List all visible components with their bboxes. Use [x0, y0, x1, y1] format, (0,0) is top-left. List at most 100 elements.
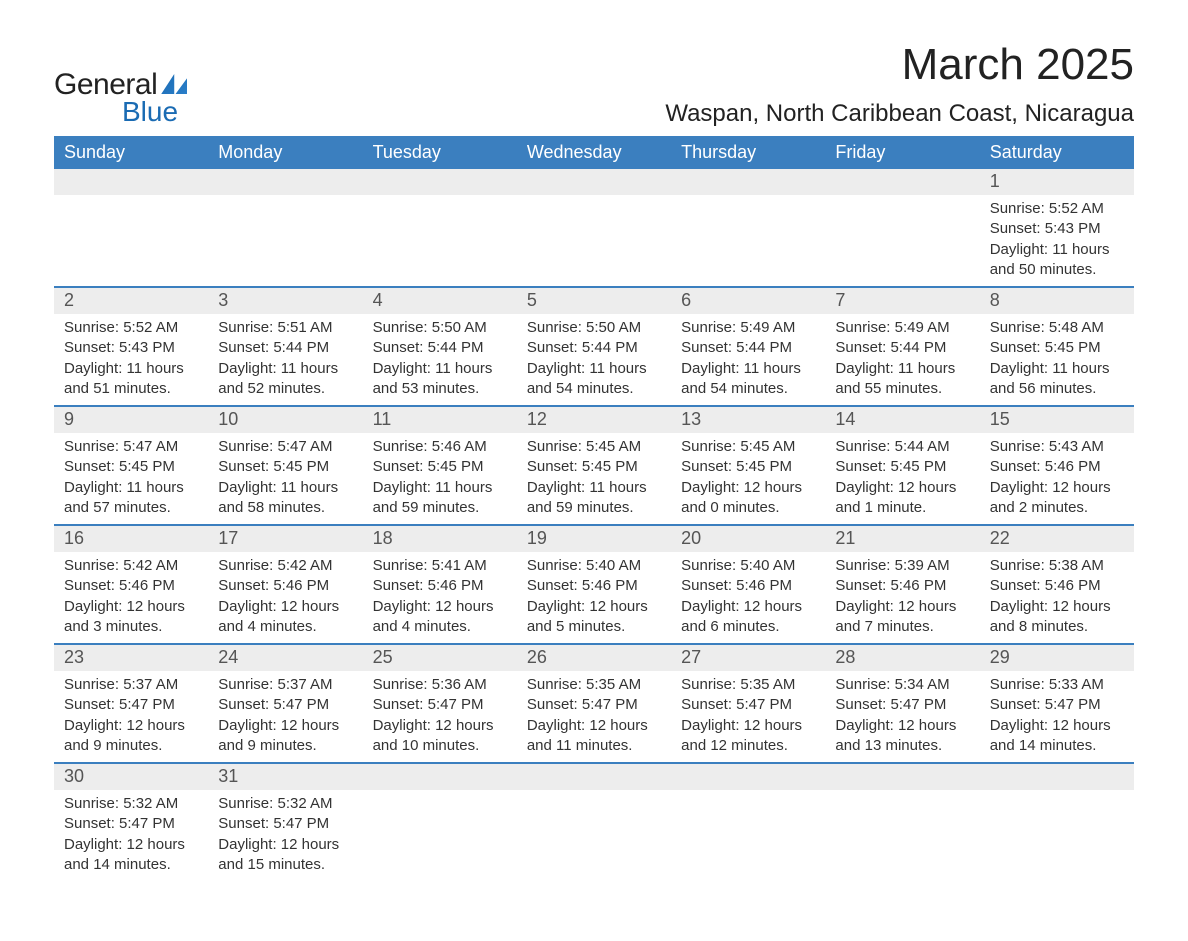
- day-detail-line: Sunrise: 5:35 AM: [681, 675, 815, 695]
- day-detail-line: Sunrise: 5:42 AM: [64, 556, 198, 576]
- day-detail-line: Sunset: 5:45 PM: [64, 457, 198, 477]
- day-number: 31: [208, 764, 362, 790]
- day-detail-line: Sunrise: 5:43 AM: [990, 437, 1124, 457]
- day-number: 1: [980, 169, 1134, 195]
- weekday-header: Wednesday: [517, 136, 671, 169]
- day-number: 9: [54, 407, 208, 433]
- day-cell: 27Sunrise: 5:35 AMSunset: 5:47 PMDayligh…: [671, 645, 825, 762]
- day-number: 8: [980, 288, 1134, 314]
- day-number: [363, 764, 517, 790]
- day-number: [208, 169, 362, 195]
- day-detail-line: Sunset: 5:45 PM: [373, 457, 507, 477]
- day-detail-line: Daylight: 12 hours and 11 minutes.: [527, 716, 661, 757]
- day-number: 7: [825, 288, 979, 314]
- day-details: [517, 195, 671, 205]
- day-cell: 3Sunrise: 5:51 AMSunset: 5:44 PMDaylight…: [208, 288, 362, 405]
- day-details: [363, 790, 517, 800]
- day-cell: 28Sunrise: 5:34 AMSunset: 5:47 PMDayligh…: [825, 645, 979, 762]
- sail-icon: [161, 74, 187, 94]
- day-detail-line: Sunset: 5:47 PM: [835, 695, 969, 715]
- day-details: Sunrise: 5:37 AMSunset: 5:47 PMDaylight:…: [54, 671, 208, 762]
- week-row: 9Sunrise: 5:47 AMSunset: 5:45 PMDaylight…: [54, 405, 1134, 524]
- week-row: 1Sunrise: 5:52 AMSunset: 5:43 PMDaylight…: [54, 169, 1134, 286]
- day-cell: [517, 169, 671, 286]
- day-number: 18: [363, 526, 517, 552]
- day-cell: 20Sunrise: 5:40 AMSunset: 5:46 PMDayligh…: [671, 526, 825, 643]
- day-detail-line: Sunrise: 5:32 AM: [218, 794, 352, 814]
- weekday-header: Sunday: [54, 136, 208, 169]
- day-detail-line: Sunset: 5:47 PM: [527, 695, 661, 715]
- day-details: Sunrise: 5:32 AMSunset: 5:47 PMDaylight:…: [208, 790, 362, 881]
- day-detail-line: Daylight: 12 hours and 9 minutes.: [64, 716, 198, 757]
- day-details: Sunrise: 5:50 AMSunset: 5:44 PMDaylight:…: [363, 314, 517, 405]
- day-detail-line: Daylight: 11 hours and 59 minutes.: [527, 478, 661, 519]
- day-cell: 25Sunrise: 5:36 AMSunset: 5:47 PMDayligh…: [363, 645, 517, 762]
- day-detail-line: Daylight: 12 hours and 13 minutes.: [835, 716, 969, 757]
- day-detail-line: Daylight: 12 hours and 0 minutes.: [681, 478, 815, 519]
- day-details: Sunrise: 5:35 AMSunset: 5:47 PMDaylight:…: [517, 671, 671, 762]
- day-details: Sunrise: 5:45 AMSunset: 5:45 PMDaylight:…: [671, 433, 825, 524]
- day-details: Sunrise: 5:49 AMSunset: 5:44 PMDaylight:…: [825, 314, 979, 405]
- day-details: Sunrise: 5:47 AMSunset: 5:45 PMDaylight:…: [208, 433, 362, 524]
- day-detail-line: Sunrise: 5:37 AM: [218, 675, 352, 695]
- day-number: 12: [517, 407, 671, 433]
- day-detail-line: Sunrise: 5:47 AM: [218, 437, 352, 457]
- day-cell: [980, 764, 1134, 881]
- day-detail-line: Sunset: 5:45 PM: [681, 457, 815, 477]
- day-detail-line: Daylight: 12 hours and 12 minutes.: [681, 716, 815, 757]
- day-number: [54, 169, 208, 195]
- day-detail-line: Daylight: 12 hours and 5 minutes.: [527, 597, 661, 638]
- day-detail-line: Daylight: 12 hours and 14 minutes.: [64, 835, 198, 876]
- day-cell: [671, 764, 825, 881]
- day-detail-line: Sunrise: 5:39 AM: [835, 556, 969, 576]
- day-detail-line: Sunrise: 5:35 AM: [527, 675, 661, 695]
- day-number: 14: [825, 407, 979, 433]
- day-number: [825, 169, 979, 195]
- day-cell: [825, 764, 979, 881]
- day-detail-line: Daylight: 11 hours and 52 minutes.: [218, 359, 352, 400]
- day-cell: 31Sunrise: 5:32 AMSunset: 5:47 PMDayligh…: [208, 764, 362, 881]
- day-number: [671, 764, 825, 790]
- day-detail-line: Sunrise: 5:33 AM: [990, 675, 1124, 695]
- day-detail-line: Sunset: 5:46 PM: [990, 576, 1124, 596]
- day-number: [517, 169, 671, 195]
- day-number: 19: [517, 526, 671, 552]
- title-block: March 2025 Waspan, North Caribbean Coast…: [665, 40, 1134, 128]
- day-detail-line: Sunset: 5:46 PM: [64, 576, 198, 596]
- day-detail-line: Sunset: 5:47 PM: [218, 695, 352, 715]
- logo: General Blue: [54, 68, 187, 128]
- day-detail-line: Sunrise: 5:45 AM: [681, 437, 815, 457]
- day-number: 17: [208, 526, 362, 552]
- day-details: Sunrise: 5:33 AMSunset: 5:47 PMDaylight:…: [980, 671, 1134, 762]
- day-cell: 7Sunrise: 5:49 AMSunset: 5:44 PMDaylight…: [825, 288, 979, 405]
- day-cell: 29Sunrise: 5:33 AMSunset: 5:47 PMDayligh…: [980, 645, 1134, 762]
- day-cell: 12Sunrise: 5:45 AMSunset: 5:45 PMDayligh…: [517, 407, 671, 524]
- day-detail-line: Daylight: 11 hours and 54 minutes.: [681, 359, 815, 400]
- weekday-header: Monday: [208, 136, 362, 169]
- weekday-header: Thursday: [671, 136, 825, 169]
- day-details: [54, 195, 208, 205]
- day-cell: 19Sunrise: 5:40 AMSunset: 5:46 PMDayligh…: [517, 526, 671, 643]
- day-detail-line: Sunrise: 5:52 AM: [64, 318, 198, 338]
- day-detail-line: Sunset: 5:44 PM: [527, 338, 661, 358]
- day-details: Sunrise: 5:34 AMSunset: 5:47 PMDaylight:…: [825, 671, 979, 762]
- day-detail-line: Sunset: 5:44 PM: [681, 338, 815, 358]
- day-cell: [517, 764, 671, 881]
- day-details: Sunrise: 5:41 AMSunset: 5:46 PMDaylight:…: [363, 552, 517, 643]
- day-details: Sunrise: 5:42 AMSunset: 5:46 PMDaylight:…: [54, 552, 208, 643]
- day-number: 5: [517, 288, 671, 314]
- day-number: 10: [208, 407, 362, 433]
- day-details: Sunrise: 5:36 AMSunset: 5:47 PMDaylight:…: [363, 671, 517, 762]
- week-row: 30Sunrise: 5:32 AMSunset: 5:47 PMDayligh…: [54, 762, 1134, 881]
- day-cell: 8Sunrise: 5:48 AMSunset: 5:45 PMDaylight…: [980, 288, 1134, 405]
- header: General Blue March 2025 Waspan, North Ca…: [54, 40, 1134, 128]
- day-number: 11: [363, 407, 517, 433]
- day-number: 21: [825, 526, 979, 552]
- day-details: [517, 790, 671, 800]
- day-number: 29: [980, 645, 1134, 671]
- day-detail-line: Daylight: 12 hours and 8 minutes.: [990, 597, 1124, 638]
- day-details: Sunrise: 5:39 AMSunset: 5:46 PMDaylight:…: [825, 552, 979, 643]
- day-detail-line: Daylight: 11 hours and 55 minutes.: [835, 359, 969, 400]
- day-detail-line: Daylight: 11 hours and 56 minutes.: [990, 359, 1124, 400]
- day-cell: 14Sunrise: 5:44 AMSunset: 5:45 PMDayligh…: [825, 407, 979, 524]
